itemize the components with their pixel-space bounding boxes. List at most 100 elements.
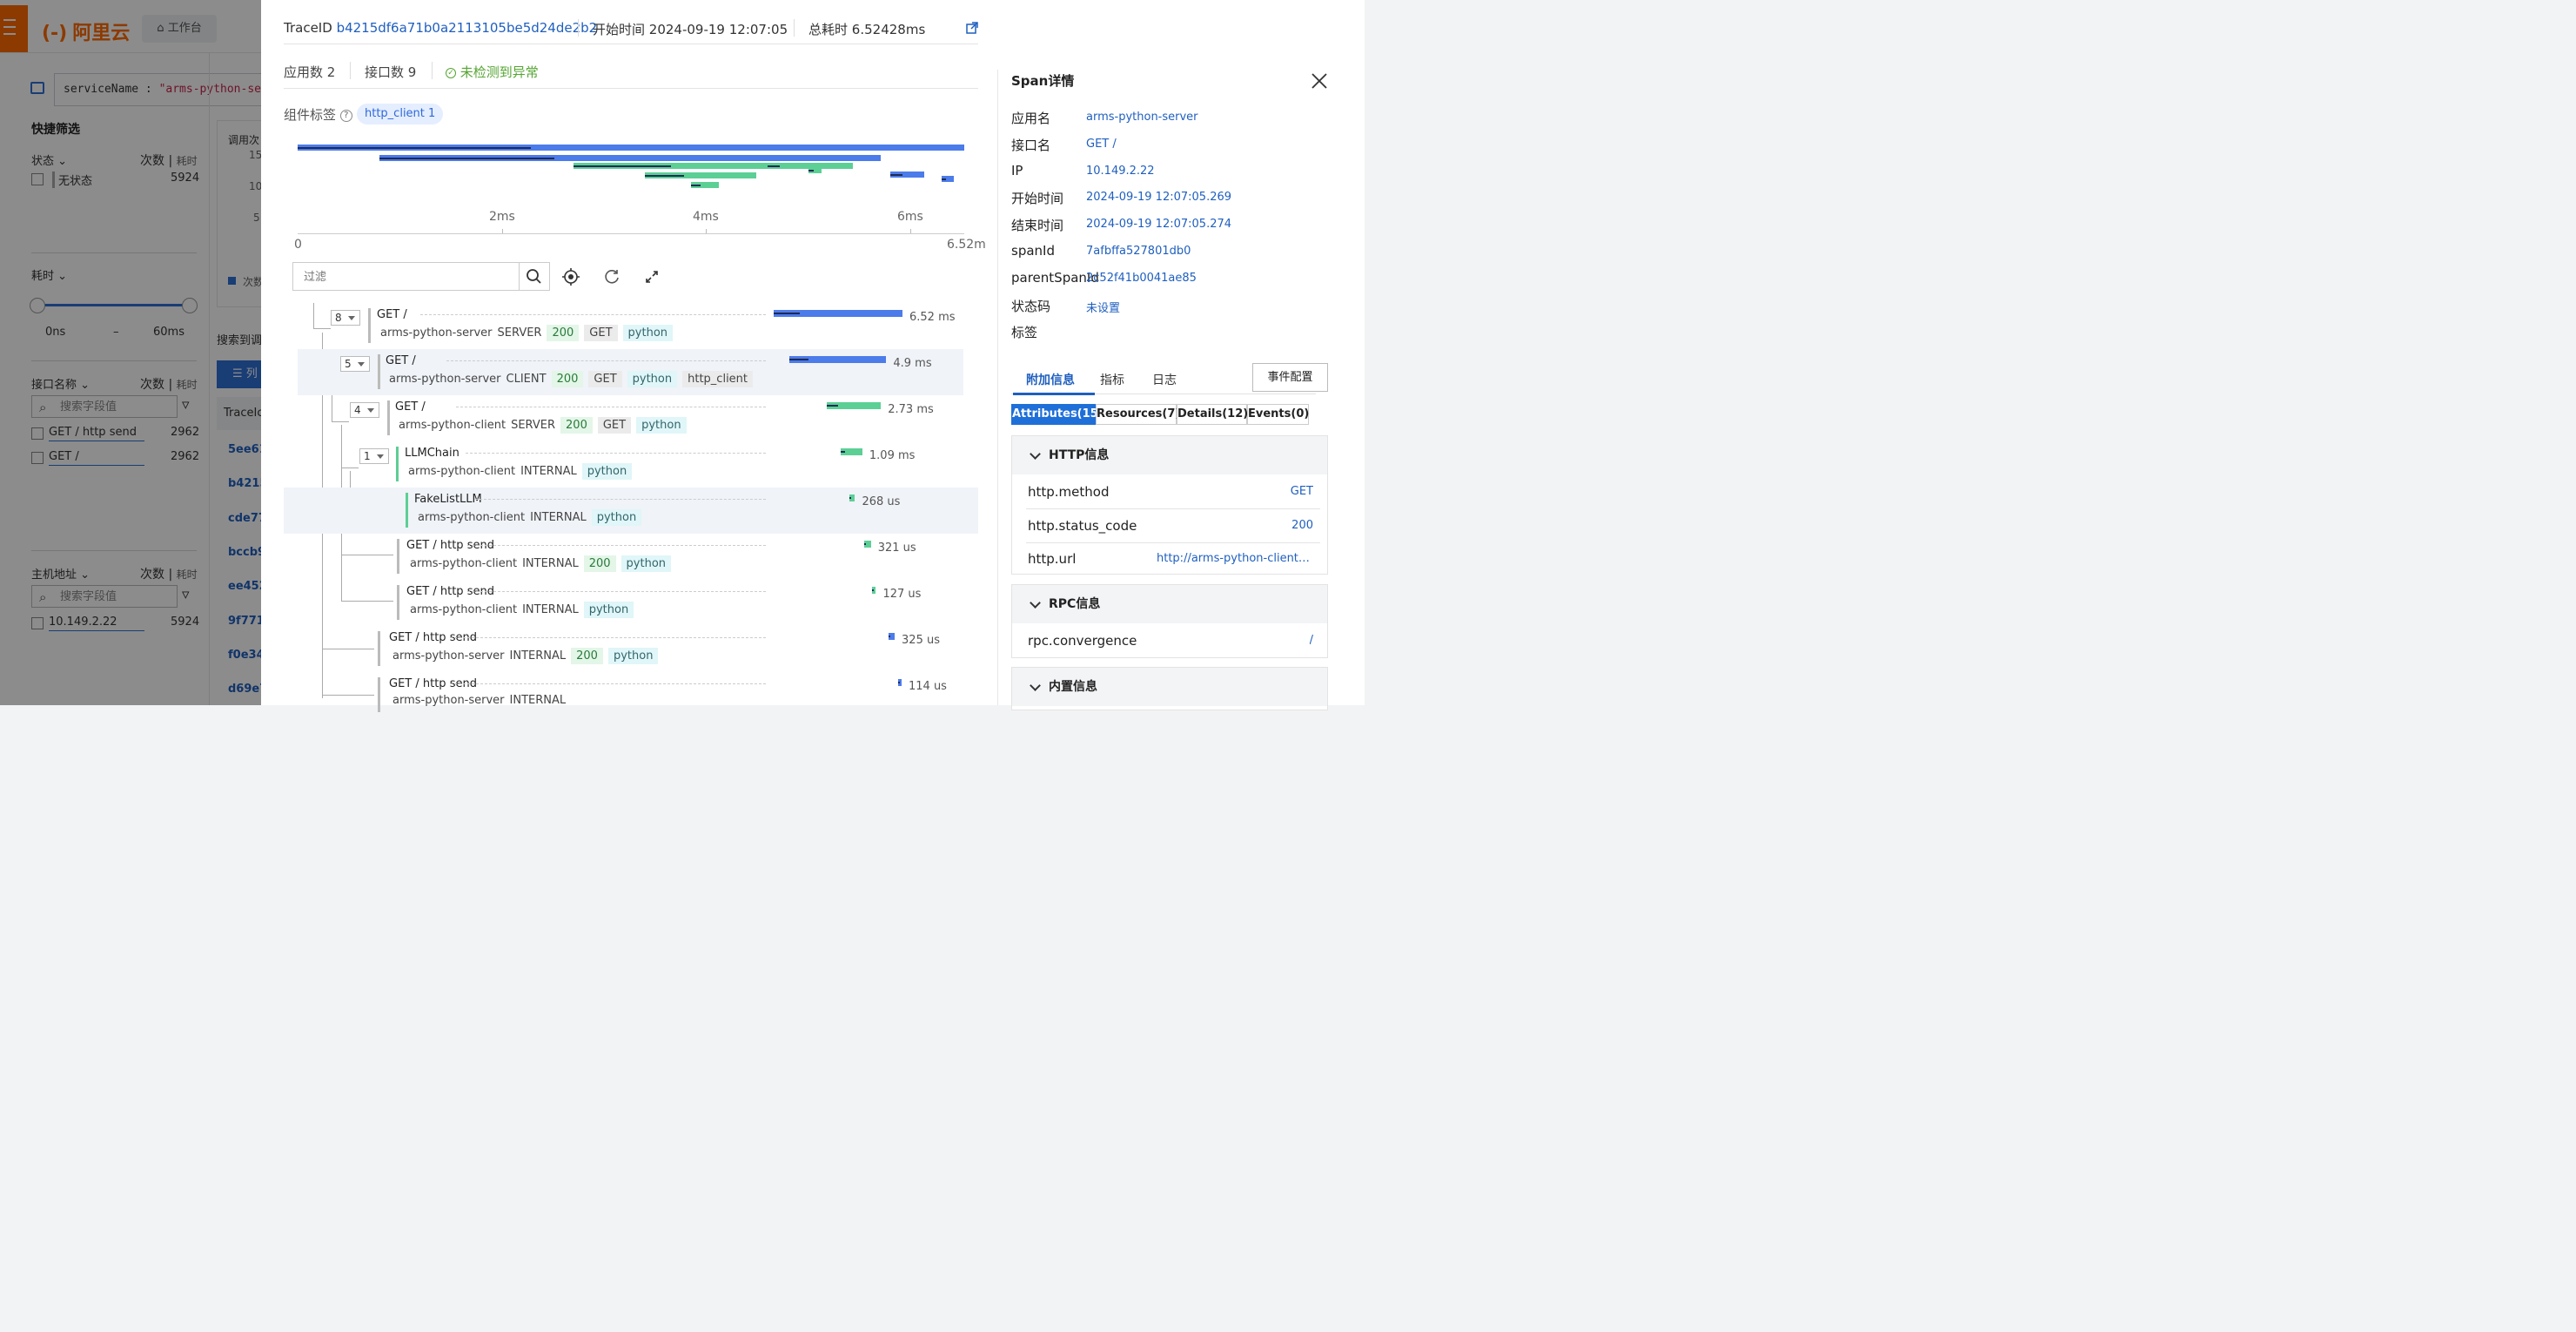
overview-tick-label: 0: [294, 238, 302, 252]
menu-button[interactable]: [0, 5, 28, 52]
host-count-header[interactable]: 次数 | 耗时: [140, 568, 198, 582]
brand-logo[interactable]: (-) 阿里云: [42, 17, 130, 45]
span-service: arms-python-server: [380, 326, 493, 340]
detail-tab[interactable]: 附加信息: [1026, 373, 1075, 387]
expand-icon[interactable]: [642, 267, 661, 286]
span-filter[interactable]: [292, 262, 550, 292]
attribute-value: GET: [1290, 485, 1313, 498]
help-icon[interactable]: ?: [339, 109, 352, 122]
overview-span-line: [298, 147, 532, 149]
span-service: arms-python-server: [389, 373, 501, 386]
span-service: arms-python-client: [408, 465, 516, 478]
divider: [794, 19, 795, 37]
trace-id-link[interactable]: 9f771c: [228, 614, 272, 628]
refresh-icon[interactable]: [602, 267, 621, 286]
interface-filter-label[interactable]: 接口名称 ⌄: [31, 379, 91, 392]
attribute-subtab[interactable]: Attributes(15): [1011, 404, 1104, 425]
query-mode-icon[interactable]: [30, 82, 44, 94]
span-tag: python: [591, 509, 642, 526]
span-duration-bar: [841, 448, 862, 455]
span-row[interactable]: GET / http send arms-python-client INTERNA…: [284, 534, 978, 580]
span-filter-input[interactable]: [293, 263, 533, 292]
trace-id-value[interactable]: b4215df6a71b0a2113105be5d24de2b2: [336, 20, 598, 36]
attribute-group-header[interactable]: RPC信息: [1012, 585, 1327, 623]
filter-icon[interactable]: ▿: [182, 396, 190, 414]
status-filter-label[interactable]: 状态 ⌄: [31, 155, 68, 168]
attribute-value: 200: [1291, 518, 1313, 532]
overview-span-line: [942, 178, 946, 180]
trace-id-link[interactable]: f0e341: [228, 648, 272, 662]
span-duration: 127 us: [882, 588, 922, 601]
collapse-toggle[interactable]: 1: [359, 448, 389, 464]
span-row[interactable]: 1 LLMChain arms-python-client INTERNAL pytho…: [284, 441, 978, 488]
span-duration: 1.09 ms: [869, 449, 916, 462]
divider: [31, 252, 197, 253]
host-checkbox[interactable]: [31, 617, 44, 629]
duration-filter-label[interactable]: 耗时 ⌄: [31, 270, 68, 283]
locate-icon[interactable]: [561, 267, 580, 286]
detail-tab[interactable]: 指标: [1100, 373, 1124, 387]
modal-overlay[interactable]: [0, 0, 261, 705]
duration-slider-min-handle[interactable]: [30, 298, 45, 313]
collapse-toggle[interactable]: 8: [331, 310, 360, 326]
attribute-group-header[interactable]: 内置信息: [1012, 668, 1327, 706]
close-icon[interactable]: [1311, 72, 1328, 90]
span-row-guide: [467, 545, 766, 546]
detail-field-label: 应用名: [1011, 111, 1051, 126]
status-checkbox[interactable]: [31, 173, 44, 185]
overview-span-bar: [808, 167, 822, 173]
span-tag: python: [622, 325, 674, 341]
detail-tab[interactable]: 日志: [1152, 373, 1177, 387]
collapse-toggle[interactable]: 5: [340, 356, 370, 372]
host-search-input[interactable]: 搜索字段值: [31, 585, 178, 609]
collapse-toggle[interactable]: 4: [350, 402, 379, 418]
list-view-button[interactable]: ☰ 列: [217, 360, 262, 388]
span-row[interactable]: GET / http send arms-python-client INTERNA…: [284, 580, 978, 626]
status-count-header[interactable]: 次数 | 耗时: [140, 154, 198, 168]
attribute-key: rpc.convergence: [1028, 633, 1137, 649]
event-config-button[interactable]: 事件配置: [1252, 363, 1328, 392]
interface-checkbox[interactable]: [31, 427, 44, 440]
search-button[interactable]: [519, 263, 549, 290]
span-duration-bar: [849, 494, 855, 501]
host-filter-label[interactable]: 主机地址 ⌄: [31, 568, 91, 582]
attribute-subtab[interactable]: Events(0): [1247, 404, 1309, 425]
attribute-group-header[interactable]: HTTP信息: [1012, 436, 1327, 474]
span-row[interactable]: GET / http send arms-python-server INTERNA…: [284, 672, 978, 718]
span-name: GET / http send: [406, 539, 494, 552]
attribute-subtab[interactable]: Resources(7): [1096, 404, 1180, 425]
query-input[interactable]: serviceName : "arms-python-ser: [54, 73, 291, 106]
span-row[interactable]: GET / http send arms-python-server INTERNA…: [284, 626, 978, 672]
component-tag[interactable]: http_client 1: [357, 104, 448, 124]
span-kind: INTERNAL: [509, 649, 567, 663]
interface-count-header[interactable]: 次数 | 耗时: [140, 378, 198, 392]
span-kind-stripe: [378, 631, 380, 666]
anomaly-status: ✓ 未检测到异常: [446, 63, 539, 81]
span-kind-stripe: [387, 400, 390, 435]
duration-slider-track[interactable]: [37, 304, 190, 306]
span-kind-stripe: [406, 493, 408, 528]
span-name: GET / http send: [389, 677, 477, 690]
span-row[interactable]: 8 GET / arms-python-server SERVER 200 GET pyth…: [284, 303, 978, 349]
tree-line: [313, 303, 314, 329]
span-kind-stripe: [396, 447, 399, 481]
workbench-button[interactable]: ⌂ 工作台: [142, 15, 217, 43]
duration-slider-max-handle[interactable]: [182, 298, 198, 313]
divider: [432, 62, 433, 79]
span-row[interactable]: FakeListLLM arms-python-client INTERNAL pyt…: [284, 488, 978, 534]
chevron-down-icon: ⌄: [80, 568, 91, 582]
span-meta: arms-python-server INTERNAL 200 python: [392, 648, 663, 664]
external-link-icon[interactable]: [966, 22, 978, 34]
interface-checkbox[interactable]: [31, 452, 44, 464]
detail-field-label: 状态码: [1011, 298, 1051, 314]
filter-icon[interactable]: ▿: [182, 586, 190, 603]
divider: [31, 550, 197, 551]
trace-id-link[interactable]: d69e7: [228, 683, 268, 696]
attribute-subtab[interactable]: Details(12): [1177, 404, 1248, 425]
span-row[interactable]: 4 GET / arms-python-client SERVER 200 GET pyth…: [284, 395, 978, 441]
interface-search-input[interactable]: 搜索字段值: [31, 395, 178, 419]
interface-item-count: 2962: [171, 450, 200, 463]
span-duration-bar: [789, 356, 887, 363]
span-row[interactable]: 5 GET / arms-python-server CLIENT 200 GET pyth…: [298, 349, 963, 395]
span-duration-bar: [888, 633, 896, 640]
